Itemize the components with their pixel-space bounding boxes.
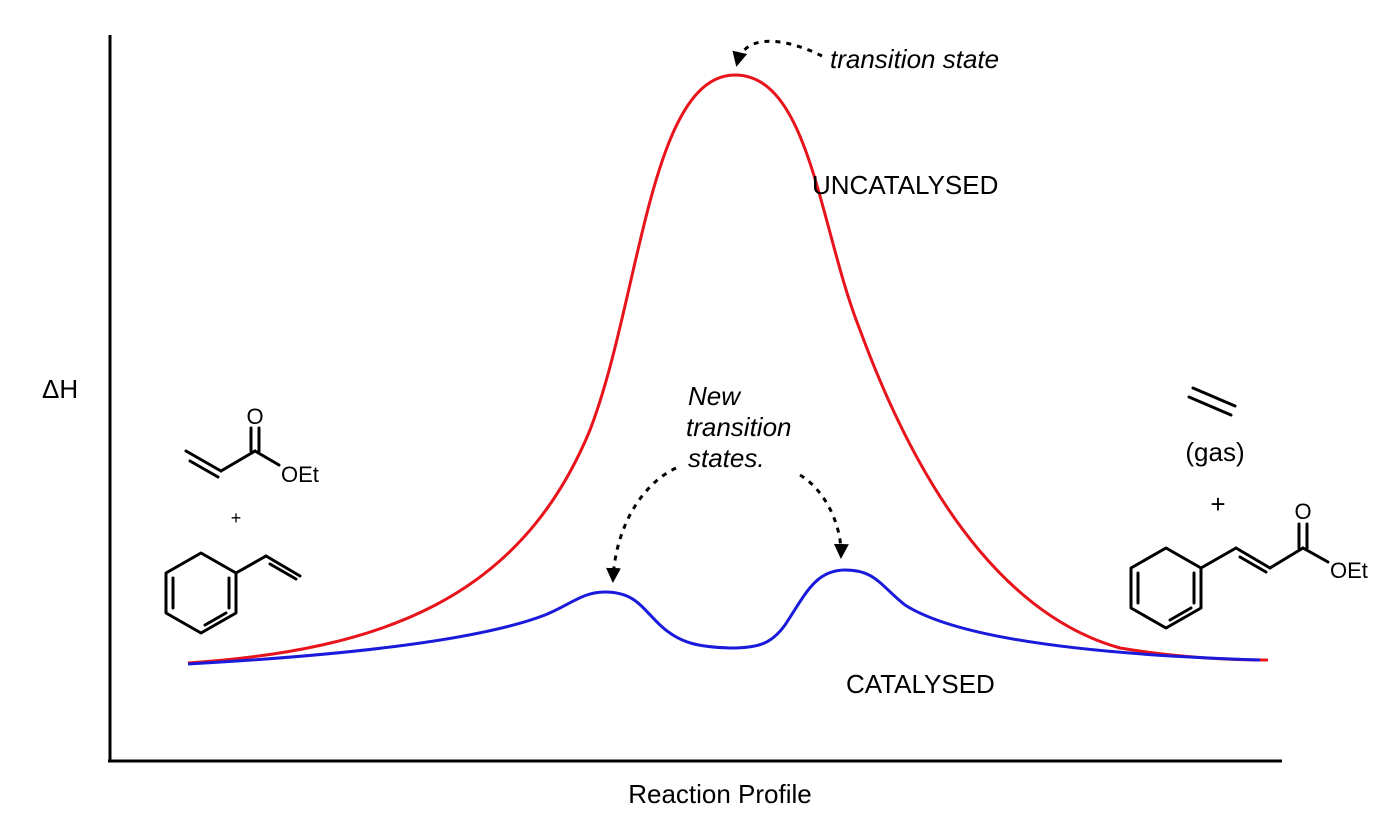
catalysed-label: CATALYSED: [846, 669, 995, 699]
ethylene-structure: [1187, 386, 1237, 417]
new-ts-line3: states.: [688, 443, 765, 473]
y-axis-label: ΔH: [42, 374, 78, 404]
ethyl-acrylate-structure: O OEt: [184, 404, 319, 487]
cinnamate-oet: OEt: [1330, 558, 1368, 583]
styrene-structure: [164, 551, 302, 635]
reactant-plus: +: [231, 508, 242, 528]
new-ts-line1: New: [688, 381, 742, 411]
gas-label: (gas): [1185, 437, 1244, 467]
catalysed-curve: [187, 568, 1261, 666]
transition-state-label: transition state: [830, 44, 999, 74]
uncatalysed-curve: [187, 73, 1269, 665]
transition-state-arrow: [732, 39, 823, 67]
new-ts-line2: transition: [686, 412, 792, 442]
new-ts-right-arrow: [799, 473, 849, 559]
acrylate-oet: OEt: [281, 462, 319, 487]
product-plus: +: [1210, 489, 1225, 519]
x-axis-label: Reaction Profile: [628, 779, 812, 809]
cinnamate-carbonyl-o: O: [1294, 499, 1311, 524]
uncatalysed-label: UNCATALYSED: [812, 170, 998, 200]
new-ts-left-arrow: [605, 466, 677, 583]
acrylate-carbonyl-o: O: [246, 404, 263, 429]
ethyl-cinnamate-structure: O OEt: [1129, 499, 1368, 630]
